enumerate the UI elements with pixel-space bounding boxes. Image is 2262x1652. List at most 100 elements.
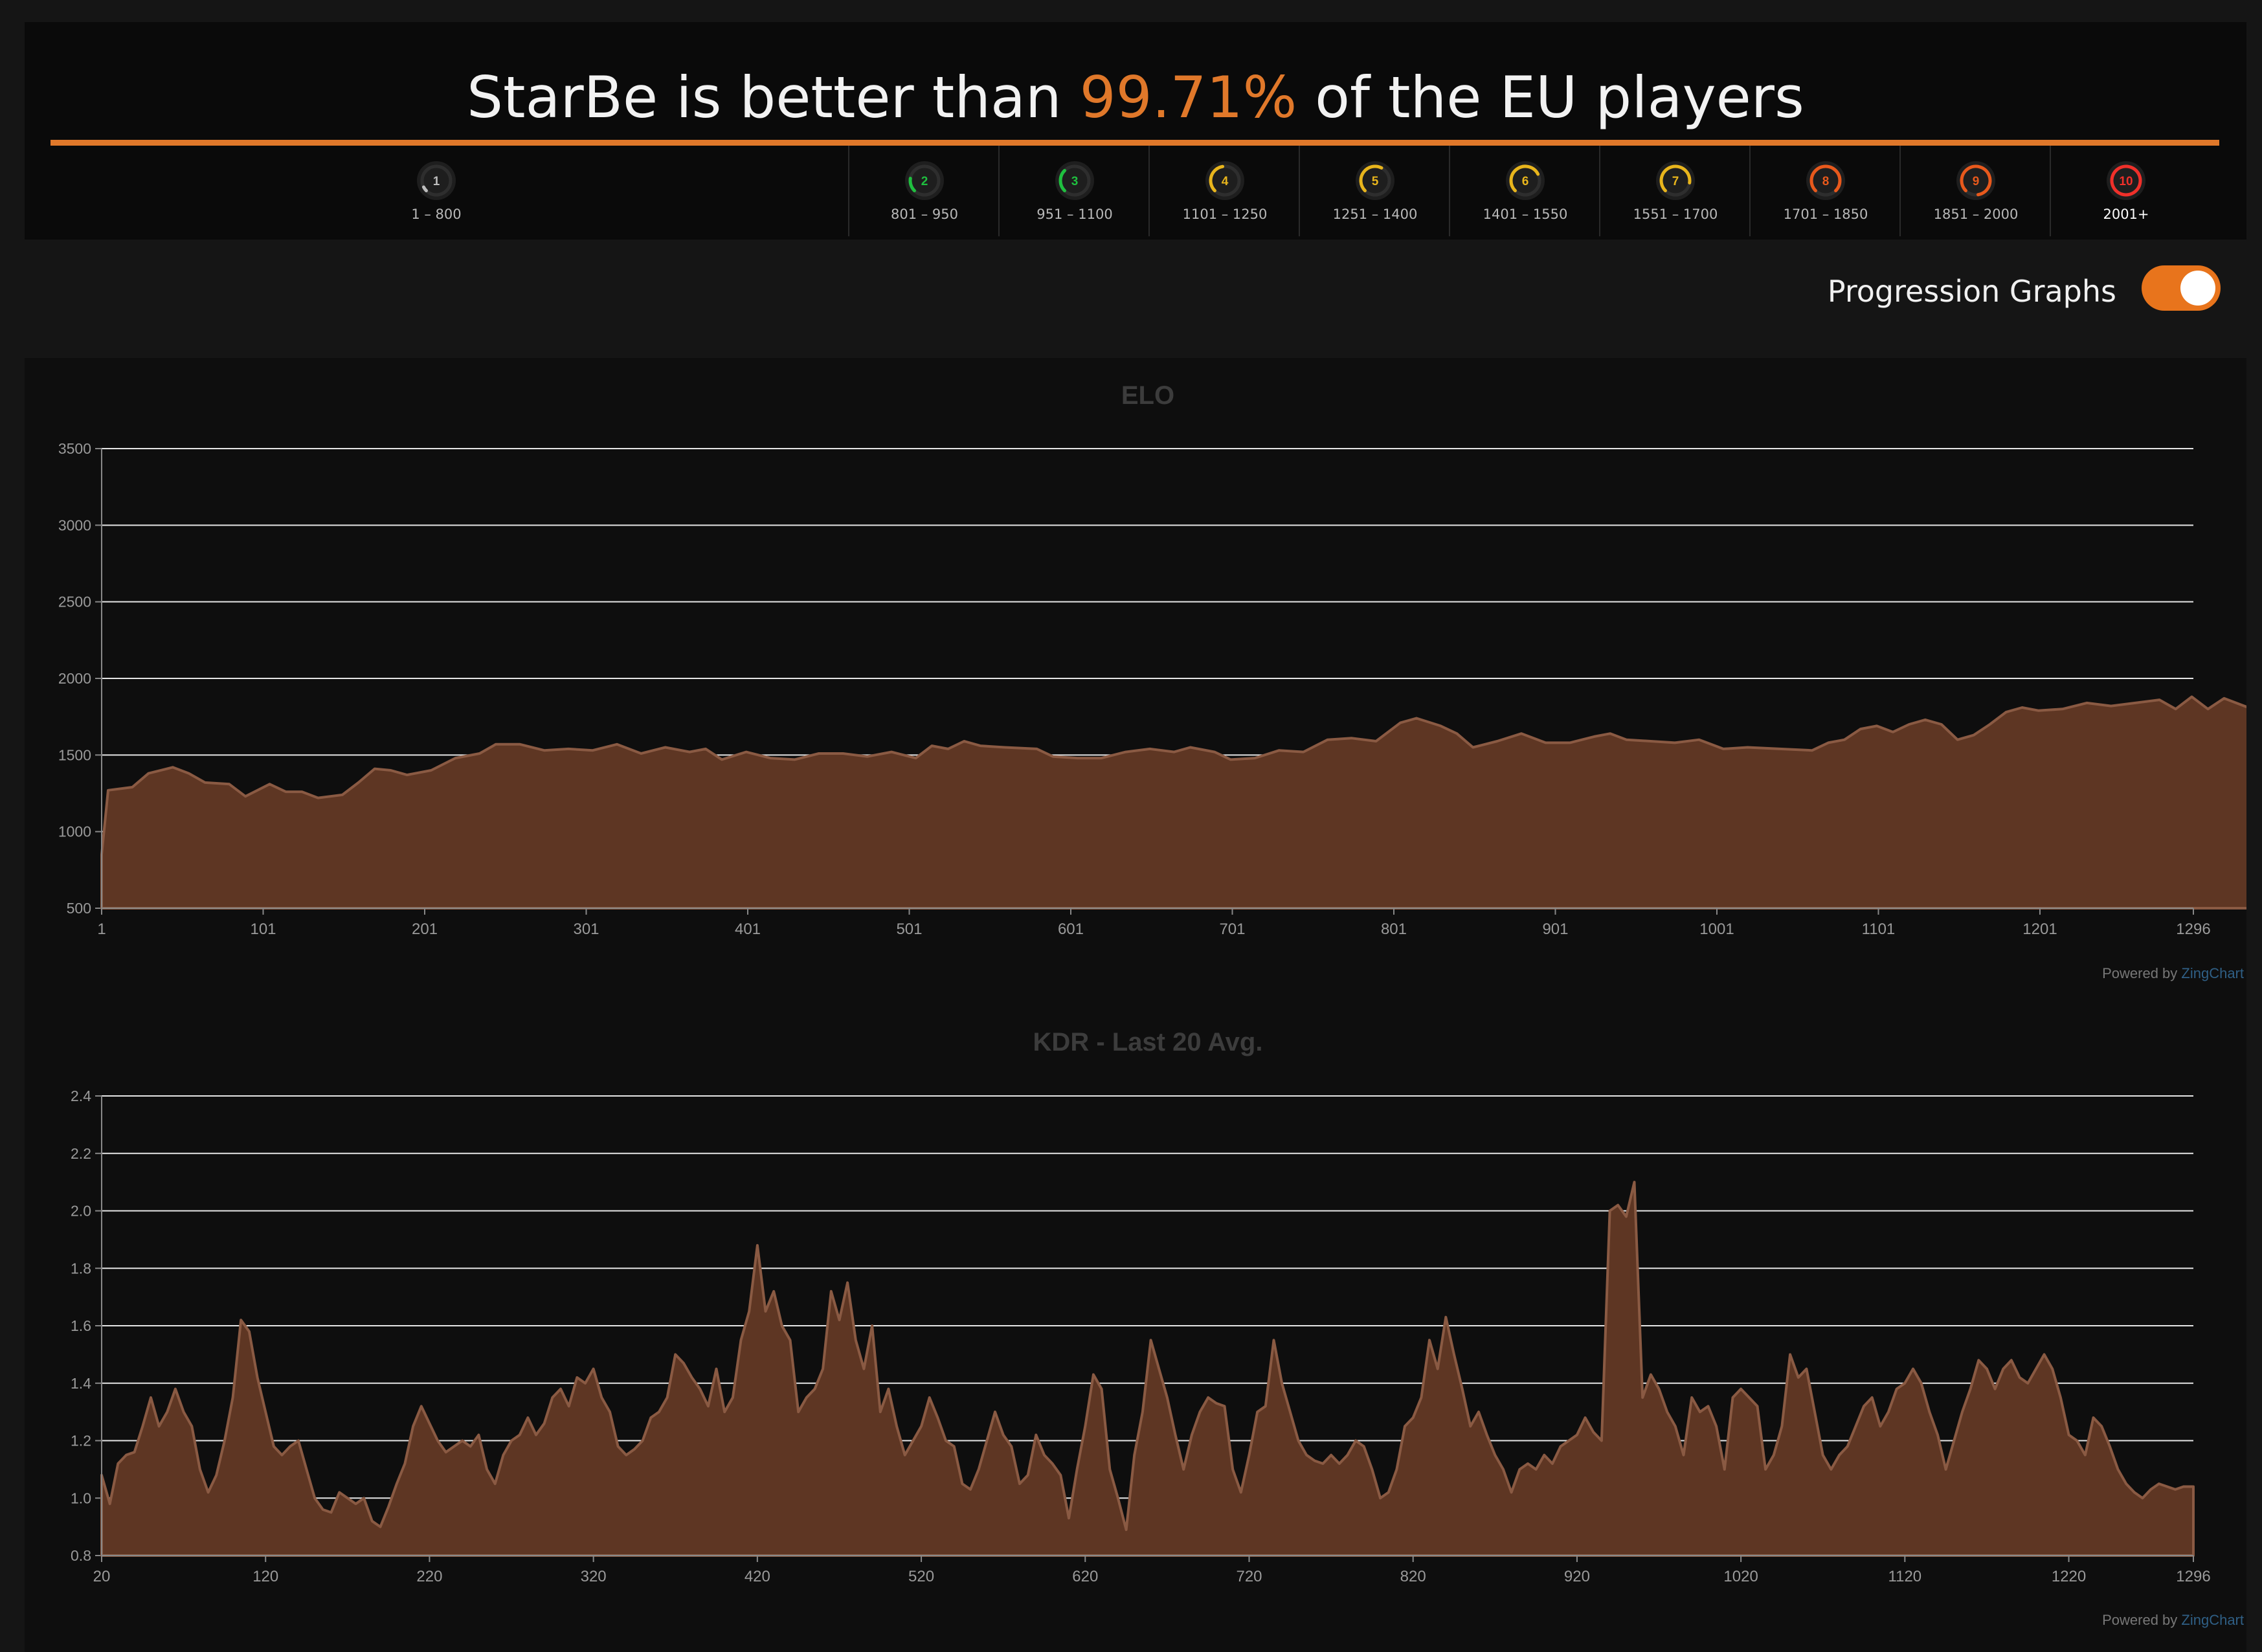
skill-level-4: 4 1101 – 1250 [1148,146,1300,236]
x-tick-label: 120 [252,1568,278,1585]
y-tick-label: 2.4 [71,1088,91,1104]
skill-level-badge-icon: 7 [1656,161,1695,200]
skill-level-number: 8 [1822,175,1830,188]
skill-level-badge-icon: 1 [417,161,456,200]
x-tick-label: 201 [412,921,438,938]
skill-level-number: 1 [433,175,440,188]
x-tick-label: 1296 [2176,1568,2210,1585]
skill-level-badge-icon: 9 [1956,161,1995,200]
y-tick-label: 1.2 [71,1433,91,1449]
skill-level-range: 1701 – 1850 [1783,206,1868,222]
y-tick-label: 2.0 [71,1203,91,1220]
x-tick-label: 1101 [1862,921,1896,938]
skill-level-badge-icon: 3 [1055,161,1094,200]
skill-level-range: 1551 – 1700 [1633,206,1718,222]
toggle-knob[interactable] [2180,271,2215,306]
x-tick-label: 220 [416,1568,442,1585]
skill-level-6: 6 1401 – 1550 [1449,146,1600,236]
skill-level-badge-icon: 2 [905,161,944,200]
y-tick-label: 3000 [58,517,91,533]
x-tick-label: 20 [93,1568,111,1585]
x-tick-label: 1201 [2022,921,2057,938]
skill-level-number: 5 [1372,175,1379,188]
y-tick-label: 0.8 [71,1547,91,1564]
x-tick-label: 1001 [1699,921,1734,938]
y-tick-label: 1000 [58,823,91,840]
y-tick-label: 1.0 [71,1490,91,1506]
percentile-headline: StarBe is better than 99.71% of the EU p… [25,62,2246,133]
x-tick-label: 1296 [2176,921,2210,938]
skill-level-number: 6 [1522,175,1529,188]
skill-level-9: 9 1851 – 2000 [1899,146,2051,236]
skill-level-number: 4 [1222,175,1229,188]
chart-credit[interactable]: Powered by ZingChart [2102,965,2244,981]
skill-level-2: 2 801 – 950 [848,146,1000,236]
skill-level-10: 10 2001+ [2050,146,2201,236]
skill-level-number: 9 [1973,175,1980,188]
skill-level-3: 3 951 – 1100 [998,146,1150,236]
skill-level-badge-icon: 6 [1506,161,1545,200]
x-tick-label: 701 [1219,921,1245,938]
x-tick-label: 1120 [1888,1568,1922,1585]
skill-level-range: 1251 – 1400 [1332,206,1418,222]
skill-level-number: 2 [921,175,928,188]
x-tick-label: 520 [908,1568,934,1585]
y-tick-label: 1.8 [71,1260,91,1277]
chart-title: ELO [1121,381,1174,410]
skill-level-1: 1 1 – 800 [25,146,848,236]
x-tick-label: 601 [1058,921,1084,938]
x-tick-label: 1220 [2052,1568,2086,1585]
skill-level-number: 10 [2119,175,2133,188]
x-tick-label: 620 [1072,1568,1098,1585]
skill-level-badge-icon: 5 [1356,161,1394,200]
skill-level-badge-icon: 10 [2107,161,2145,200]
chart-credit[interactable]: Powered by ZingChart [2102,1612,2244,1628]
skill-level-number: 3 [1071,175,1079,188]
skill-level-range: 1 – 800 [411,206,462,222]
chart-kdr: KDR - Last 20 Avg. 0.8 1.0 1.2 1.4 1.6 1.8 2.0 2… [71,1028,2244,1628]
y-tick-label: 1500 [58,746,91,763]
skill-level-5: 5 1251 – 1400 [1299,146,1450,236]
series-area[interactable] [100,506,2246,910]
chart-panel: ELO 500 1000 1500 2000 2500 3000 3500 1 101 201 301… [25,358,2246,1652]
x-tick-label: 501 [896,921,922,938]
y-tick-label: 1.4 [71,1375,91,1392]
skill-level-range: 801 – 950 [890,206,958,222]
progression-graphs-toggle[interactable] [2142,265,2221,311]
chart-title: KDR - Last 20 Avg. [1033,1028,1263,1056]
skill-level-range: 1851 – 2000 [1933,206,2019,222]
accent-divider [50,140,2219,146]
skill-level-range: 951 – 1100 [1036,206,1113,222]
x-tick-label: 820 [1400,1568,1426,1585]
x-tick-label: 920 [1564,1568,1590,1585]
x-tick-label: 901 [1542,921,1568,938]
skill-level-badge-icon: 4 [1205,161,1244,200]
skill-level-number: 7 [1672,175,1679,188]
y-tick-label: 500 [67,900,91,917]
series-area[interactable] [100,1181,2195,1557]
skill-level-scale: 1 1 – 800 2 801 – 950 3 951 – 1100 4 1101 – 125… [25,146,2246,236]
x-tick-label: 401 [735,921,761,938]
y-tick-label: 3500 [58,440,91,457]
progression-graphs-label: Progression Graphs [1827,274,2116,309]
percentile-panel: StarBe is better than 99.71% of the EU p… [25,22,2246,240]
skill-level-range: 1101 – 1250 [1182,206,1268,222]
x-tick-label: 801 [1381,921,1407,938]
x-tick-label: 1020 [1723,1568,1758,1585]
y-tick-label: 2500 [58,594,91,610]
x-tick-label: 101 [250,921,276,938]
y-tick-label: 2.2 [71,1145,91,1162]
skill-level-range: 1401 – 1550 [1483,206,1568,222]
headline-prefix: StarBe is better than [467,64,1080,131]
x-tick-label: 320 [581,1568,607,1585]
headline-suffix: of the EU players [1297,64,1804,131]
skill-level-range: 2001+ [2103,206,2149,222]
percentile-value: 99.71% [1079,64,1297,131]
skill-level-8: 8 1701 – 1850 [1749,146,1901,236]
y-tick-label: 1.6 [71,1317,91,1334]
skill-level-7: 7 1551 – 1700 [1599,146,1751,236]
x-tick-label: 301 [573,921,599,938]
x-tick-label: 420 [745,1568,770,1585]
